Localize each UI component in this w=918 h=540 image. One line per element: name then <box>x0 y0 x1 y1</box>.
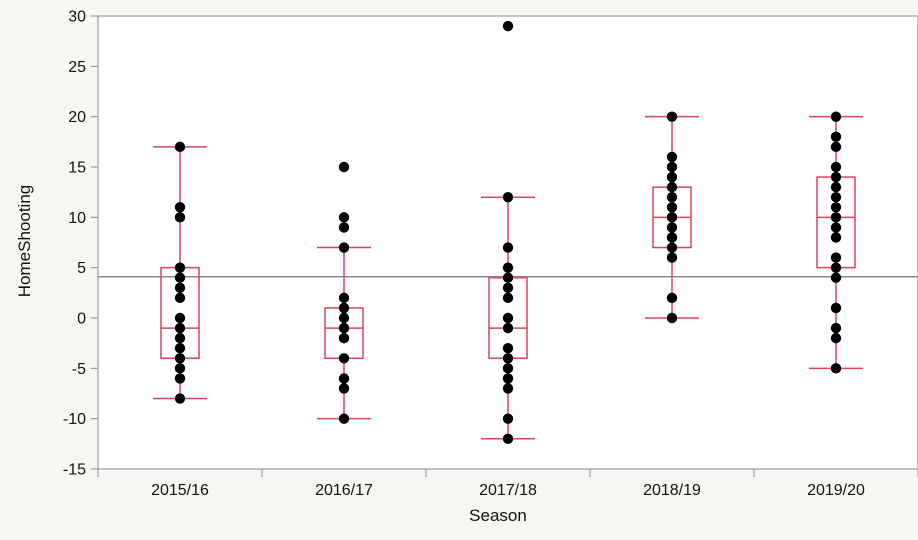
data-point <box>174 272 186 283</box>
data-point <box>502 343 514 354</box>
data-point <box>666 232 678 243</box>
data-point <box>338 212 350 223</box>
data-point <box>666 171 678 183</box>
data-point <box>338 373 350 384</box>
y-axis-title: HomeShooting <box>15 185 34 297</box>
y-tick-label: 10 <box>68 210 86 227</box>
y-tick-label: 15 <box>68 160 86 177</box>
y-tick-label: 0 <box>77 311 86 328</box>
data-point <box>502 363 514 374</box>
data-point <box>666 111 678 122</box>
plot-area: -15 -10 -5 0 5 10 15 20 25 30 2015/16 2016/17 2017/1… <box>63 9 918 499</box>
data-point <box>830 252 842 263</box>
y-tick-label: 20 <box>68 109 86 126</box>
data-point <box>502 373 514 384</box>
data-point <box>666 312 678 324</box>
data-point <box>830 322 842 334</box>
data-point <box>502 272 514 283</box>
data-point <box>502 413 514 424</box>
data-point <box>174 332 186 344</box>
data-point <box>338 161 350 173</box>
data-point <box>830 181 842 193</box>
y-tick-label: 5 <box>77 260 86 277</box>
data-point <box>830 262 842 273</box>
data-point <box>830 212 842 223</box>
data-point <box>174 292 186 304</box>
data-point <box>338 222 350 233</box>
data-point <box>830 302 842 314</box>
data-point <box>666 292 678 304</box>
data-point <box>502 262 514 273</box>
data-point <box>174 141 186 153</box>
data-point <box>174 363 186 374</box>
data-point <box>830 332 842 344</box>
data-point <box>666 192 678 203</box>
data-point <box>830 161 842 173</box>
data-point <box>830 111 842 122</box>
data-point <box>666 202 678 213</box>
x-tick-label: 2019/20 <box>807 482 865 499</box>
data-point <box>666 252 678 263</box>
data-point <box>666 151 678 163</box>
data-point <box>502 322 514 334</box>
data-point <box>830 272 842 283</box>
data-point <box>502 292 514 304</box>
data-point <box>174 202 186 213</box>
data-point <box>174 393 186 404</box>
data-point <box>830 363 842 374</box>
data-point <box>830 141 842 153</box>
data-point <box>830 171 842 183</box>
data-point <box>338 413 350 424</box>
data-point <box>338 332 350 344</box>
data-point <box>174 212 186 223</box>
data-point <box>174 343 186 354</box>
data-point <box>502 192 514 203</box>
data-point <box>502 383 514 394</box>
data-point <box>830 131 842 142</box>
x-tick-label: 2016/17 <box>315 482 373 499</box>
data-point <box>502 242 514 253</box>
x-tick-label: 2018/19 <box>643 482 701 499</box>
y-tick-label: -5 <box>72 361 86 378</box>
x-axis-title: Season <box>469 506 527 525</box>
data-point <box>666 222 678 233</box>
data-point <box>174 353 186 364</box>
data-point <box>174 282 186 293</box>
data-point <box>338 353 350 364</box>
data-point <box>174 322 186 334</box>
data-point <box>502 20 514 32</box>
x-tick-label: 2017/18 <box>479 482 537 499</box>
data-point <box>830 192 842 203</box>
data-point <box>174 373 186 384</box>
y-tick-label: 25 <box>68 59 86 76</box>
data-point <box>666 242 678 253</box>
y-tick-label: -10 <box>63 411 86 428</box>
data-point <box>830 222 842 233</box>
y-tick-label: 30 <box>68 9 86 26</box>
data-point <box>830 202 842 213</box>
data-point <box>502 353 514 364</box>
data-point <box>502 312 514 324</box>
data-point <box>502 282 514 293</box>
data-point <box>338 383 350 394</box>
data-point <box>174 262 186 273</box>
data-point <box>338 322 350 334</box>
data-point <box>830 232 842 243</box>
data-point <box>666 212 678 223</box>
data-point <box>338 302 350 314</box>
data-point <box>174 312 186 324</box>
data-point <box>338 242 350 253</box>
y-tick-label: -15 <box>63 462 86 479</box>
data-point <box>666 181 678 193</box>
x-tick-label: 2015/16 <box>151 482 209 499</box>
data-point <box>338 292 350 304</box>
data-point <box>666 161 678 173</box>
data-point <box>502 433 514 444</box>
data-point <box>338 312 350 324</box>
